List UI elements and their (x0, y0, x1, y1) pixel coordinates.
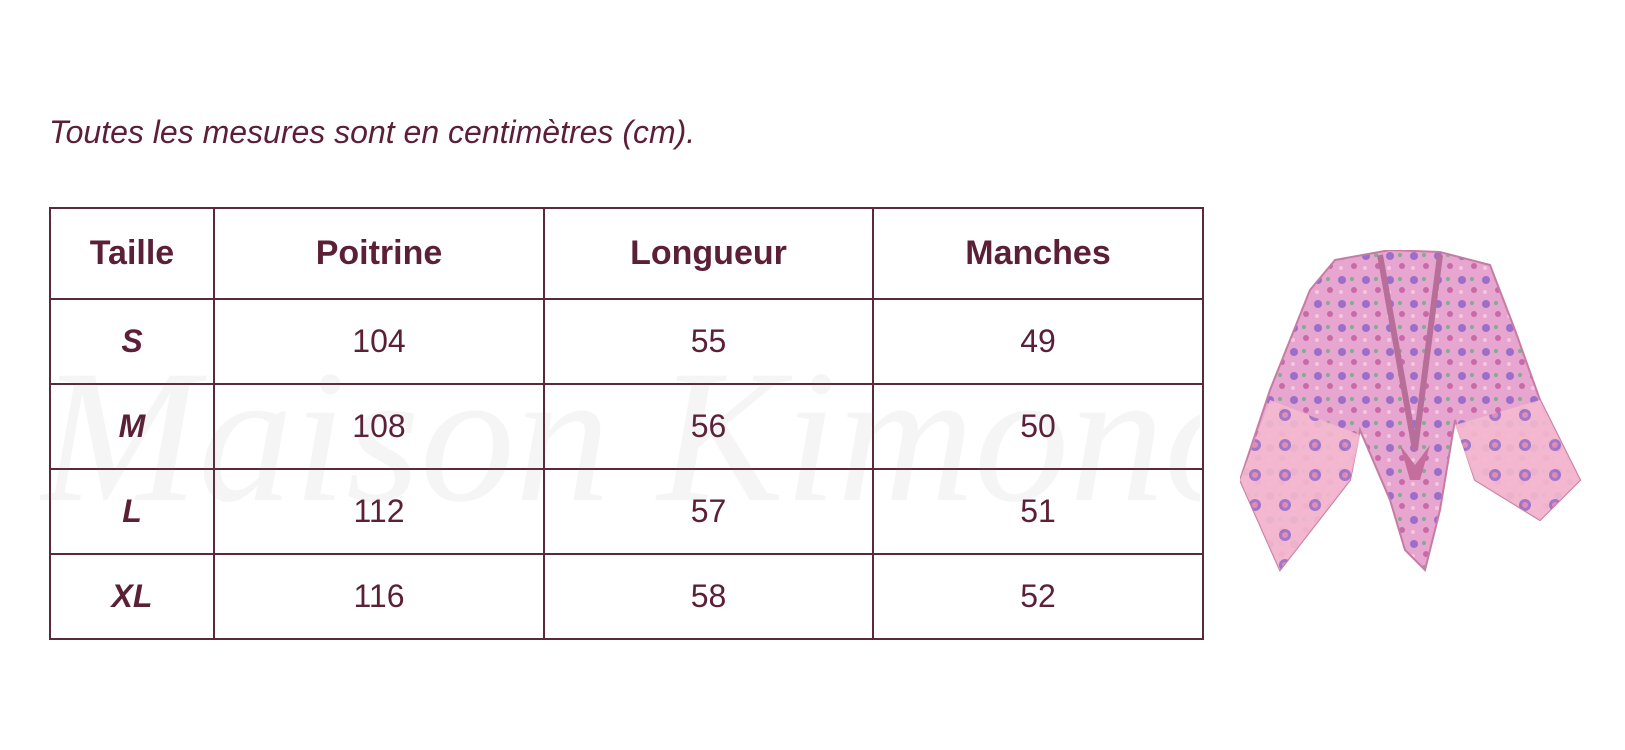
table-row: L 112 57 51 (49, 468, 1204, 555)
measure-cell: 112 (213, 468, 545, 555)
caption: Toutes les mesures sont en centimètres (… (49, 114, 696, 150)
measure-cell: 52 (872, 553, 1204, 640)
header-cell: Poitrine (213, 207, 545, 300)
table-row: S 104 55 49 (49, 298, 1204, 385)
table-row: M 108 56 50 (49, 383, 1204, 470)
kimono-image (1240, 250, 1582, 572)
header-row: Taille Poitrine Longueur Manches (49, 207, 1204, 300)
header-cell: Manches (872, 207, 1204, 300)
size-cell: L (49, 468, 215, 555)
measure-cell: 116 (213, 553, 545, 640)
measure-cell: 57 (543, 468, 874, 555)
measure-cell: 56 (543, 383, 874, 470)
header-cell: Taille (49, 207, 215, 300)
measure-cell: 50 (872, 383, 1204, 470)
size-cell: XL (49, 553, 215, 640)
size-cell: S (49, 298, 215, 385)
measure-cell: 49 (872, 298, 1204, 385)
measure-cell: 55 (543, 298, 874, 385)
table-body: S 104 55 49 M 108 56 50 L 112 57 51 XL 116 58 52 (49, 298, 1204, 640)
table-row: XL 116 58 52 (49, 553, 1204, 640)
measure-cell: 104 (213, 298, 545, 385)
measure-cell: 58 (543, 553, 874, 640)
measure-cell: 51 (872, 468, 1204, 555)
size-table: Taille Poitrine Longueur Manches S 104 55 49 M 1… (49, 207, 1204, 640)
size-cell: M (49, 383, 215, 470)
header-cell: Longueur (543, 207, 874, 300)
measure-cell: 108 (213, 383, 545, 470)
